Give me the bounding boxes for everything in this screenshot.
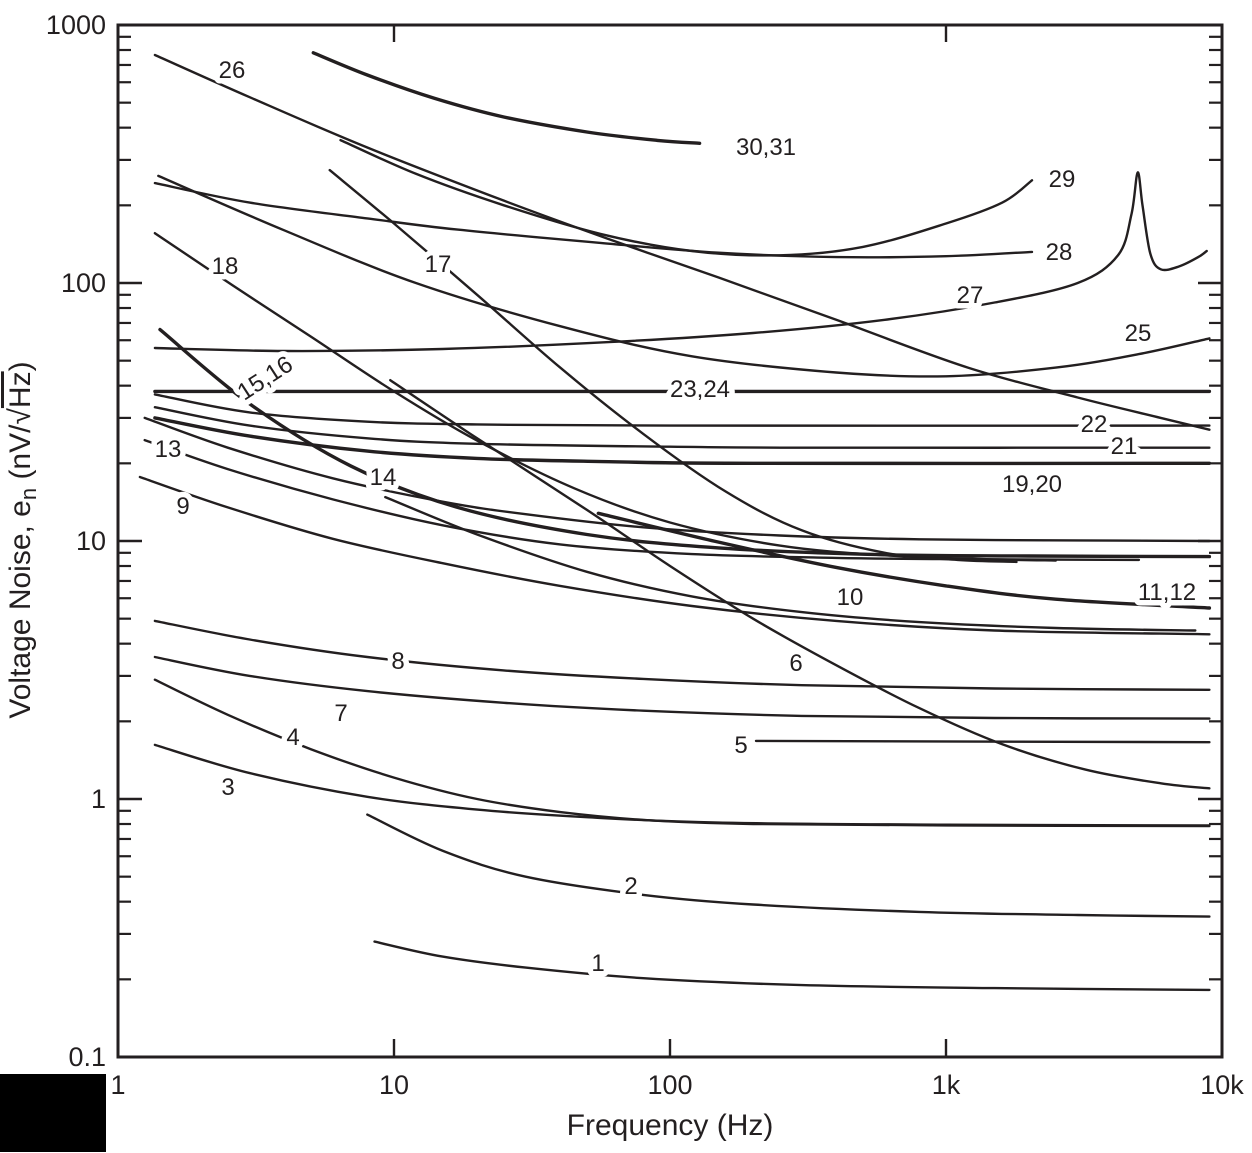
y-tick-label-1: 1 (91, 784, 106, 814)
curve-label-9: 9 (176, 493, 189, 520)
curve-4 (153, 678, 1211, 828)
curve-19,20 (153, 416, 1212, 466)
curve-label-8: 8 (391, 648, 404, 675)
curve-21 (153, 406, 1211, 449)
curve-10 (384, 495, 1197, 632)
curve-2 (366, 813, 1211, 918)
curve-label-5: 5 (734, 732, 747, 759)
curve-label-21: 21 (1111, 433, 1138, 460)
curve-label-17: 17 (425, 251, 452, 278)
curve-label-2: 2 (624, 873, 637, 900)
y-tick-label-10: 10 (76, 526, 106, 556)
curve-label-23,24: 23,24 (670, 376, 730, 403)
curve-5 (754, 739, 1211, 744)
curve-label-29: 29 (1049, 166, 1076, 193)
curve-9 (138, 475, 1211, 636)
y-tick-label-100: 100 (61, 268, 106, 298)
curve-28 (153, 181, 1034, 259)
curve-label-6: 6 (789, 650, 802, 677)
curve-label-28: 28 (1046, 239, 1073, 266)
curve-11,12 (596, 511, 1212, 610)
curve-label-18: 18 (212, 253, 239, 280)
curves (138, 51, 1212, 992)
curve-label-30,31: 30,31 (736, 134, 796, 161)
curve-1 (373, 940, 1211, 992)
curve-label-3: 3 (221, 774, 234, 801)
curve-label-13: 13 (155, 436, 182, 463)
curve-label-10: 10 (837, 584, 864, 611)
curve-label-11,12: 11,12 (1138, 579, 1196, 606)
curve-30,31 (311, 51, 702, 145)
curve-27 (153, 171, 1208, 353)
curve-18 (153, 232, 1057, 562)
x-tick-label-10k: 10k (1200, 1070, 1244, 1100)
curve-label-27: 27 (957, 282, 984, 309)
curve-6 (389, 379, 1211, 790)
curve-15,16 (158, 327, 1212, 559)
curve-label-7: 7 (334, 700, 347, 727)
curve-label-26: 26 (219, 57, 246, 84)
x-tick-label-10: 10 (379, 1070, 409, 1100)
curve-22 (153, 393, 1211, 427)
curve-29 (339, 138, 1034, 257)
curve-3 (153, 743, 1211, 827)
x-tick-label-1: 1 (110, 1070, 125, 1100)
curve-14 (143, 416, 1211, 543)
redacted-logo-block (0, 1074, 106, 1152)
curve-7 (153, 655, 1211, 720)
y-axis-title: Voltage Noise, en​ (nV/√Hz) (4, 361, 41, 718)
curve-26 (153, 53, 1211, 431)
curve-17 (328, 168, 1018, 564)
curve-25 (157, 174, 1211, 378)
curve-label-22: 22 (1081, 411, 1108, 438)
x-tick-label-100: 100 (647, 1070, 692, 1100)
curve-label-19,20: 19,20 (1002, 471, 1062, 498)
curve-label-25: 25 (1125, 320, 1152, 347)
curve-label-14: 14 (370, 464, 397, 491)
y-tick-label-1000: 1000 (46, 10, 106, 40)
curve-label-15,16: 15,16 (233, 351, 298, 406)
curve-13 (143, 438, 1141, 562)
curve-label-4: 4 (286, 724, 299, 751)
y-tick-label-0.1: 0.1 (68, 1042, 106, 1072)
curve-label-1: 1 (591, 950, 604, 977)
x-tick-label-1k: 1k (932, 1070, 961, 1100)
curve-8 (153, 619, 1211, 691)
x-axis-title: Frequency (Hz) (567, 1109, 774, 1142)
